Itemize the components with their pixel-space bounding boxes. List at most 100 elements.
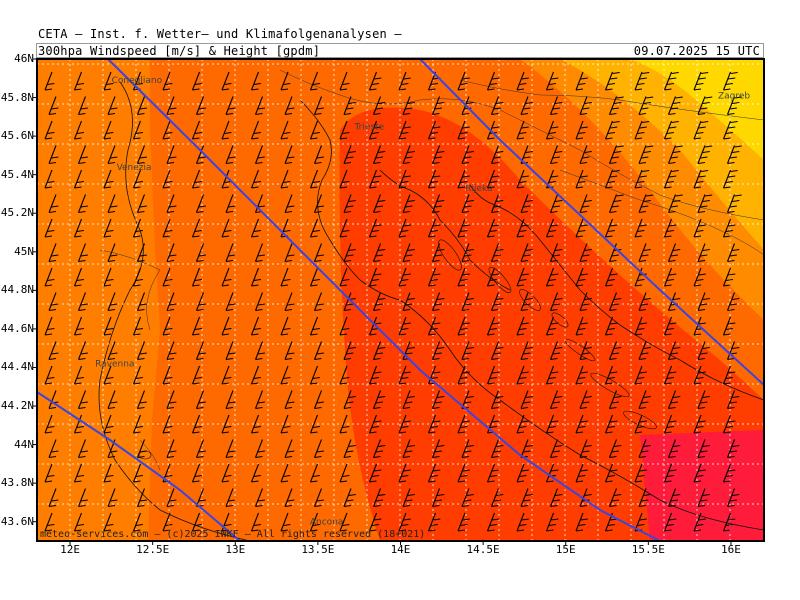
wind-barb (579, 341, 592, 361)
latitude-label: 46N (14, 52, 34, 65)
wind-barb (693, 414, 706, 434)
wind-barb (697, 292, 710, 312)
wind-barb (722, 512, 736, 532)
wind-barb (575, 463, 588, 483)
wind-barb (431, 439, 445, 459)
wind-barb (638, 145, 654, 165)
wind-barb (77, 145, 88, 165)
wind-barb (486, 169, 500, 189)
wind-barb (195, 243, 206, 263)
wind-barb (73, 316, 84, 336)
wind-barb (103, 414, 114, 434)
wind-barb (166, 96, 177, 116)
wind-barb (575, 365, 588, 385)
wind-barb (722, 316, 736, 336)
latitude-label: 43.6N (0, 514, 34, 528)
wind-barb (549, 145, 563, 165)
wind-barb (427, 316, 441, 336)
wind-barb (726, 145, 742, 165)
wind-barb (663, 120, 679, 140)
wind-barb (372, 488, 386, 508)
wind-barb (693, 365, 706, 385)
wind-barb (726, 439, 740, 459)
latitude-label: 44.6N (0, 321, 34, 335)
wind-barb (250, 463, 261, 483)
wind-barb (461, 341, 474, 361)
wind-barb (726, 341, 740, 361)
wind-barb (225, 243, 236, 263)
wind-barb (516, 463, 529, 483)
wind-barb (545, 71, 559, 91)
wind-barb (280, 120, 291, 140)
wind-barb (225, 194, 236, 214)
wind-barb (162, 218, 173, 238)
city-label: Ancona (310, 518, 344, 528)
wind-barb (726, 488, 740, 508)
wind-barb (44, 120, 55, 140)
wind-barb (402, 194, 415, 214)
wind-barb (545, 218, 559, 238)
wind-barb (343, 390, 356, 410)
wind-barb (398, 365, 411, 385)
wind-barb (132, 463, 143, 483)
valid-datetime: 09.07.2025 15 UTC (633, 44, 760, 58)
wind-barb (191, 316, 202, 336)
wind-barb (431, 194, 445, 214)
wind-barb (461, 439, 474, 459)
wind-barb (339, 71, 350, 91)
wind-barb (44, 463, 55, 483)
wind-barb (693, 120, 709, 140)
wind-barb (48, 439, 59, 459)
wind-barb (726, 243, 740, 263)
latitude-label: 44.2N (0, 399, 34, 413)
wind-barb (520, 243, 533, 263)
wind-barb (44, 414, 55, 434)
wind-barb (486, 414, 500, 434)
wind-barb (132, 218, 143, 238)
wind-barb (132, 365, 143, 385)
wind-barb (634, 463, 647, 483)
wind-barb (693, 316, 706, 336)
wind-barb (697, 96, 713, 116)
wind-barb (697, 194, 713, 214)
city-label: Trieste (353, 122, 384, 132)
wind-barb (103, 120, 114, 140)
wind-barb (516, 414, 529, 434)
latitude-label: 44N (14, 437, 34, 451)
wind-barb (343, 439, 356, 459)
wind-barb (634, 218, 647, 238)
wind-barb (549, 341, 563, 361)
wind-barb (132, 169, 143, 189)
wind-barb (693, 169, 709, 189)
wind-barb (195, 439, 206, 459)
wind-barb (575, 218, 588, 238)
wind-barb (221, 267, 232, 287)
wind-barb (486, 365, 500, 385)
wind-barb (575, 169, 588, 189)
wind-barb (77, 439, 88, 459)
wind-barb (490, 439, 504, 459)
wind-barb (608, 96, 624, 116)
wind-barb (402, 390, 415, 410)
latitude-label: 45.4N (0, 167, 34, 181)
wind-barb (77, 390, 88, 410)
wind-barb (339, 120, 350, 140)
longitude-label: 15E (555, 543, 576, 556)
wind-barb (136, 341, 147, 361)
wind-barb (195, 292, 206, 312)
wind-barb (309, 414, 320, 434)
wind-barb (136, 292, 147, 312)
wind-barb (221, 414, 232, 434)
wind-barb (313, 439, 324, 459)
wind-barb (166, 194, 177, 214)
wind-barb (398, 267, 411, 287)
wind-barb (549, 96, 563, 116)
wind-barb (166, 390, 177, 410)
wind-barb (221, 120, 232, 140)
wind-barb (195, 194, 206, 214)
wind-barb (73, 414, 84, 434)
coastline (98, 81, 764, 541)
wind-barb (284, 243, 295, 263)
wind-barb (579, 194, 592, 214)
wind-barb (545, 316, 559, 336)
